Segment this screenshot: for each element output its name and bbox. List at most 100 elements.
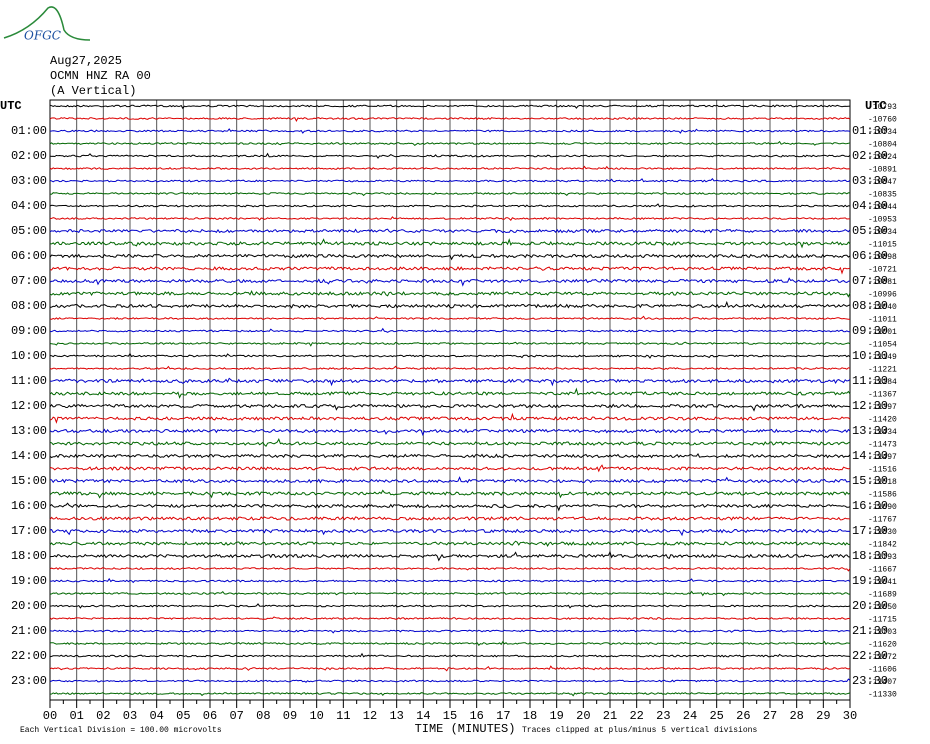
trace	[49, 315, 850, 320]
offset-label: -11703	[868, 628, 897, 637]
offset-label: -11830	[868, 528, 897, 537]
hour-label-right: 09:30	[852, 324, 888, 338]
offset-label: -10824	[868, 153, 897, 162]
offset-label: -10804	[868, 141, 897, 150]
x-tick-label: 22	[629, 709, 643, 723]
hour-label-right: 13:30	[852, 424, 888, 438]
x-tick-label: 10	[309, 709, 323, 723]
hour-label-left: 21:00	[11, 624, 47, 638]
x-tick-label: 27	[763, 709, 777, 723]
trace	[49, 665, 851, 672]
trace	[49, 266, 851, 275]
trace	[49, 165, 851, 170]
offset-label: -10847	[868, 178, 897, 187]
trace	[49, 341, 851, 347]
x-tick-label: 23	[656, 709, 670, 723]
trace	[49, 352, 851, 359]
offset-label: -11767	[868, 516, 897, 525]
hour-label-left: 05:00	[11, 224, 47, 238]
logo-curve	[3, 6, 91, 41]
offset-label: -11641	[868, 578, 897, 587]
x-axis-label: TIME (MINUTES)	[415, 722, 516, 736]
offset-label: -11407	[868, 678, 897, 687]
x-tick-label: 19	[549, 709, 563, 723]
hour-label-left: 02:00	[11, 149, 47, 163]
hour-label-right: 17:30	[852, 524, 888, 538]
x-tick-label: 24	[683, 709, 697, 723]
trace	[49, 550, 851, 562]
hour-label-right: 01:30	[852, 124, 888, 138]
offset-label: -11011	[868, 316, 897, 325]
offset-label: -11473	[868, 441, 897, 450]
trace	[49, 289, 851, 298]
offset-label: -10793	[868, 103, 897, 112]
x-tick-label: 02	[96, 709, 110, 723]
plot-frame	[49, 99, 851, 701]
offset-label: -11842	[868, 541, 897, 550]
offset-label: -11221	[868, 366, 897, 375]
trace	[49, 387, 851, 399]
hour-label-left: 14:00	[11, 449, 47, 463]
hour-label-right: 03:30	[852, 174, 888, 188]
x-tick-label: 28	[789, 709, 803, 723]
logo-text: OFGC	[24, 29, 61, 43]
trace	[49, 117, 851, 122]
hour-label-right: 14:30	[852, 449, 888, 463]
hour-label-right: 20:30	[852, 599, 888, 613]
trace	[49, 104, 851, 110]
x-tick-label: 16	[469, 709, 483, 723]
hour-label-left: 18:00	[11, 549, 47, 563]
hour-label-left: 07:00	[11, 274, 47, 288]
hour-label-right: 02:30	[852, 149, 888, 163]
x-tick-label: 15	[443, 709, 457, 723]
trace	[49, 437, 851, 447]
component: (A Vertical)	[50, 84, 136, 98]
offset-label: -10934	[868, 228, 897, 237]
hour-label-right: 21:30	[852, 624, 888, 638]
x-tick-label: 26	[736, 709, 750, 723]
hour-label-left: 09:00	[11, 324, 47, 338]
hour-label-left: 16:00	[11, 499, 47, 513]
trace	[49, 228, 851, 234]
trace	[49, 178, 851, 183]
hour-label-right: 22:30	[852, 649, 888, 663]
right-label: UTC	[865, 99, 887, 113]
trace	[49, 567, 851, 572]
offset-label: -11284	[868, 378, 897, 387]
trace	[49, 528, 851, 537]
hour-label-right: 07:30	[852, 274, 888, 288]
hour-label-right: 12:30	[852, 399, 888, 413]
trace	[49, 203, 851, 208]
offset-label: -10953	[868, 216, 897, 225]
offset-label: -10881	[868, 278, 897, 287]
offset-label: -10760	[868, 116, 897, 125]
offset-label: -11667	[868, 566, 897, 575]
trace	[49, 277, 851, 287]
x-tick-label: 04	[149, 709, 163, 723]
trace	[49, 652, 851, 658]
hour-label-left: 22:00	[11, 649, 47, 663]
x-tick-label: 21	[603, 709, 617, 723]
trace	[49, 140, 851, 147]
offset-label: -10891	[868, 166, 897, 175]
trace	[49, 238, 851, 249]
offset-label: -11330	[868, 691, 897, 700]
hour-label-left: 13:00	[11, 424, 47, 438]
offset-label: -11586	[868, 491, 897, 500]
offset-label: -11672	[868, 653, 897, 662]
offset-label: -11650	[868, 603, 897, 612]
trace	[49, 428, 851, 437]
offset-label: -11149	[868, 353, 897, 362]
trace	[49, 590, 851, 597]
trace	[49, 377, 851, 387]
x-tick-label: 14	[416, 709, 430, 723]
offset-label: -10734	[868, 128, 897, 137]
offset-label: -11015	[868, 241, 897, 250]
trace	[49, 327, 851, 333]
trace	[49, 502, 851, 512]
offset-label: -11715	[868, 616, 897, 625]
hour-label-right: 15:30	[852, 474, 888, 488]
trace	[49, 489, 851, 499]
